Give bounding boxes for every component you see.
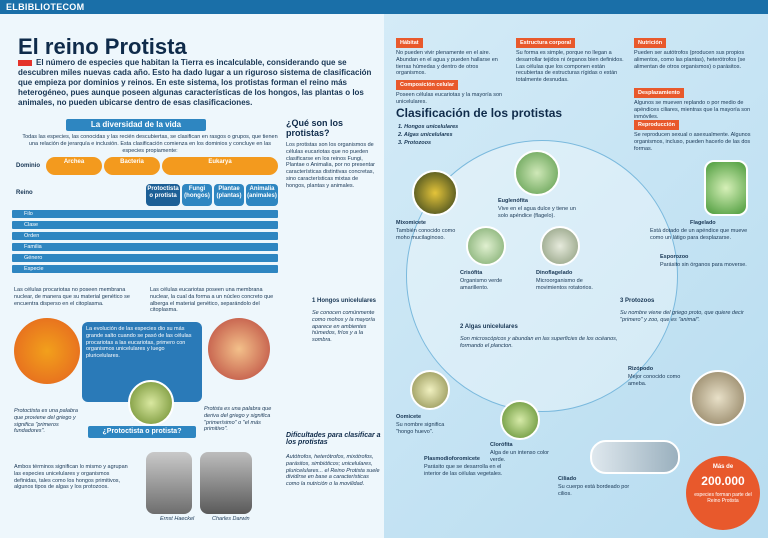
species-text: Su cuerpo está bordeado por cilios. <box>558 484 630 497</box>
domain-eukarya: Eukarya <box>162 157 278 175</box>
organism-photo <box>128 380 174 426</box>
kingdom-fungi: Fungi (hongos) <box>182 184 212 206</box>
species-text: Alga de un intenso color verde. <box>490 450 550 463</box>
flagelado-photo <box>704 160 748 216</box>
classification-item: 1. Hongos unicelulares <box>398 124 459 130</box>
kingdom-animalia: Animalia (animales) <box>246 184 278 206</box>
structure-heading: Estructura corporal <box>516 38 576 48</box>
stat-suffix: especies forman parte del Reino Protista <box>694 492 752 504</box>
species-text: Su nombre significa "hongo huevo". <box>396 422 445 435</box>
species-name: Ciliado <box>558 476 577 482</box>
diversity-heading: La diversidad de la vida <box>66 119 206 131</box>
clorofita-photo <box>500 400 540 440</box>
kingdom-plantae: Plantae (plantas) <box>214 184 244 206</box>
darwin-caption: Charles Darwin <box>212 516 250 522</box>
composition-heading: Composición celular <box>396 80 459 90</box>
top-bar: ELBIBLIOTECOM <box>0 0 768 14</box>
protoctista-note: Protoctista es una palabra que proviene … <box>14 408 78 435</box>
species-name: Flagelado <box>690 220 716 226</box>
species-text: Organismo verde amarillento. <box>460 278 503 291</box>
nutrition-heading: Nutrición <box>634 38 667 48</box>
group-text: Son microscópicos y abundan en las super… <box>460 336 618 349</box>
reproduction-text: Se reproducen sexual o asexualmente. Alg… <box>634 132 751 152</box>
habitat-text: No pueden vivir plenamente en el aire. A… <box>396 50 498 77</box>
red-marker <box>18 60 32 66</box>
species-text: Está dotado de un apéndice que mueve com… <box>650 228 748 241</box>
group-label: 2 Algas unicelulares <box>460 324 518 330</box>
haeckel-caption: Ernst Haeckel <box>160 516 195 522</box>
domain-archea: Archea <box>46 157 102 175</box>
protista-note: Protista es una palabra que deriva del g… <box>204 406 272 433</box>
prokaryote-cell-illustration <box>14 318 80 384</box>
diversity-text: Todas las especies, las conocidas y las … <box>22 134 278 154</box>
difficulties-heading: Dificultades para clasificar a los proti… <box>286 432 381 446</box>
species-name: Clorófita <box>490 442 513 448</box>
domain-label: Dominio <box>16 163 40 169</box>
rank-row: Filo <box>12 210 278 218</box>
species-text: Parásito sin órganos para moverse. <box>660 262 747 268</box>
movement-heading: Desplazamiento <box>634 88 684 98</box>
dinoflagelado-photo <box>540 226 580 266</box>
oomicete-photo <box>410 370 450 410</box>
species-name: Esporozoo <box>660 254 689 260</box>
nutrition-text: Pueden ser autótrofos (producen sus prop… <box>634 50 746 70</box>
rank-row: Especie <box>12 265 278 273</box>
group-label: 3 Protozoos <box>620 298 655 304</box>
species-name: Crisófita <box>460 270 483 276</box>
difficulties-text: Autótrofos, heterótrofos, mixótrofos, pa… <box>286 454 380 488</box>
stat-badge <box>686 456 760 530</box>
eukaryote-text: Las células eucariotas poseen una membra… <box>150 287 274 314</box>
rank-row: Familia <box>12 243 278 251</box>
domain-bacteria: Bacteria <box>104 157 160 175</box>
group-label: 1 Hongos unicelulares <box>312 298 377 304</box>
what-text: Los protistas son los organismos de célu… <box>286 142 375 189</box>
structure-text: Su forma es simple, porque no llegan a d… <box>516 50 624 84</box>
ciliado-photo <box>590 440 680 474</box>
rank-row: Orden <box>12 232 278 240</box>
crisofita-photo <box>466 226 506 266</box>
reproduction-heading: Reproducción <box>634 120 679 130</box>
species-text: Vive en el agua dulce y tiene un solo ap… <box>498 206 576 219</box>
what-heading: ¿Qué son los protistas? <box>286 118 344 138</box>
rank-row: Género <box>12 254 278 262</box>
species-text: También conocido como moho mucilaginoso. <box>396 228 456 241</box>
prokaryote-text: Las células procariotas no poseen membra… <box>14 287 130 307</box>
intro-text: El número de especies que habitan la Tie… <box>18 58 372 107</box>
group-text: Se conocen comúnmente como mohos y la ma… <box>312 310 375 344</box>
classification-heading: Clasificación de los protistas <box>396 106 563 120</box>
kingdom-label: Reino <box>16 190 33 196</box>
kingdom-protista: Protoctista o protista <box>146 184 180 206</box>
rizopodo-photo <box>690 370 746 426</box>
movement-text: Algunos se mueven replando o por medio d… <box>634 100 751 120</box>
species-name: Rizópodo <box>628 366 654 372</box>
stat-prefix: Más de <box>712 464 734 470</box>
habitat-heading: Hábitat <box>396 38 423 48</box>
mixomicete-photo <box>412 170 458 216</box>
species-name: Euglenófita <box>498 198 528 204</box>
species-text: Parásito que se desarrolla en el interio… <box>424 464 503 477</box>
site-logo: ELBIBLIOTECOM <box>6 2 85 12</box>
composition-text: Poseen células eucariotas y la mayoría s… <box>396 92 503 105</box>
rank-row: Clase <box>12 221 278 229</box>
page-title: El reino Protista <box>18 34 187 59</box>
stat-number: 200.000 <box>701 474 745 488</box>
left-page <box>0 14 384 538</box>
species-name: Mixomicete <box>396 220 426 226</box>
darwin-portrait <box>200 452 252 514</box>
protoctista-text: Ambos términos significan lo mismo y agr… <box>14 464 128 491</box>
species-text: Mejor conocido como ameba. <box>628 374 681 387</box>
classification-item: 3. Protozoos <box>398 140 432 146</box>
species-name: Oomicete <box>396 414 422 420</box>
species-text: Microorganismo de movimientos rotatorios… <box>536 278 593 291</box>
species-name: Dinoflagelado <box>536 270 573 276</box>
haeckel-portrait <box>146 452 192 514</box>
protoctista-heading: ¿Protoctista o protista? <box>88 426 196 438</box>
classification-item: 2. Algas unicelulares <box>398 132 453 138</box>
eukaryote-cell-illustration <box>208 318 270 380</box>
euglenofita-photo <box>514 150 560 196</box>
species-name: Plasmodioforomicete <box>424 456 480 462</box>
group-text: Su nombre viene del griego proto, que qu… <box>620 310 744 323</box>
